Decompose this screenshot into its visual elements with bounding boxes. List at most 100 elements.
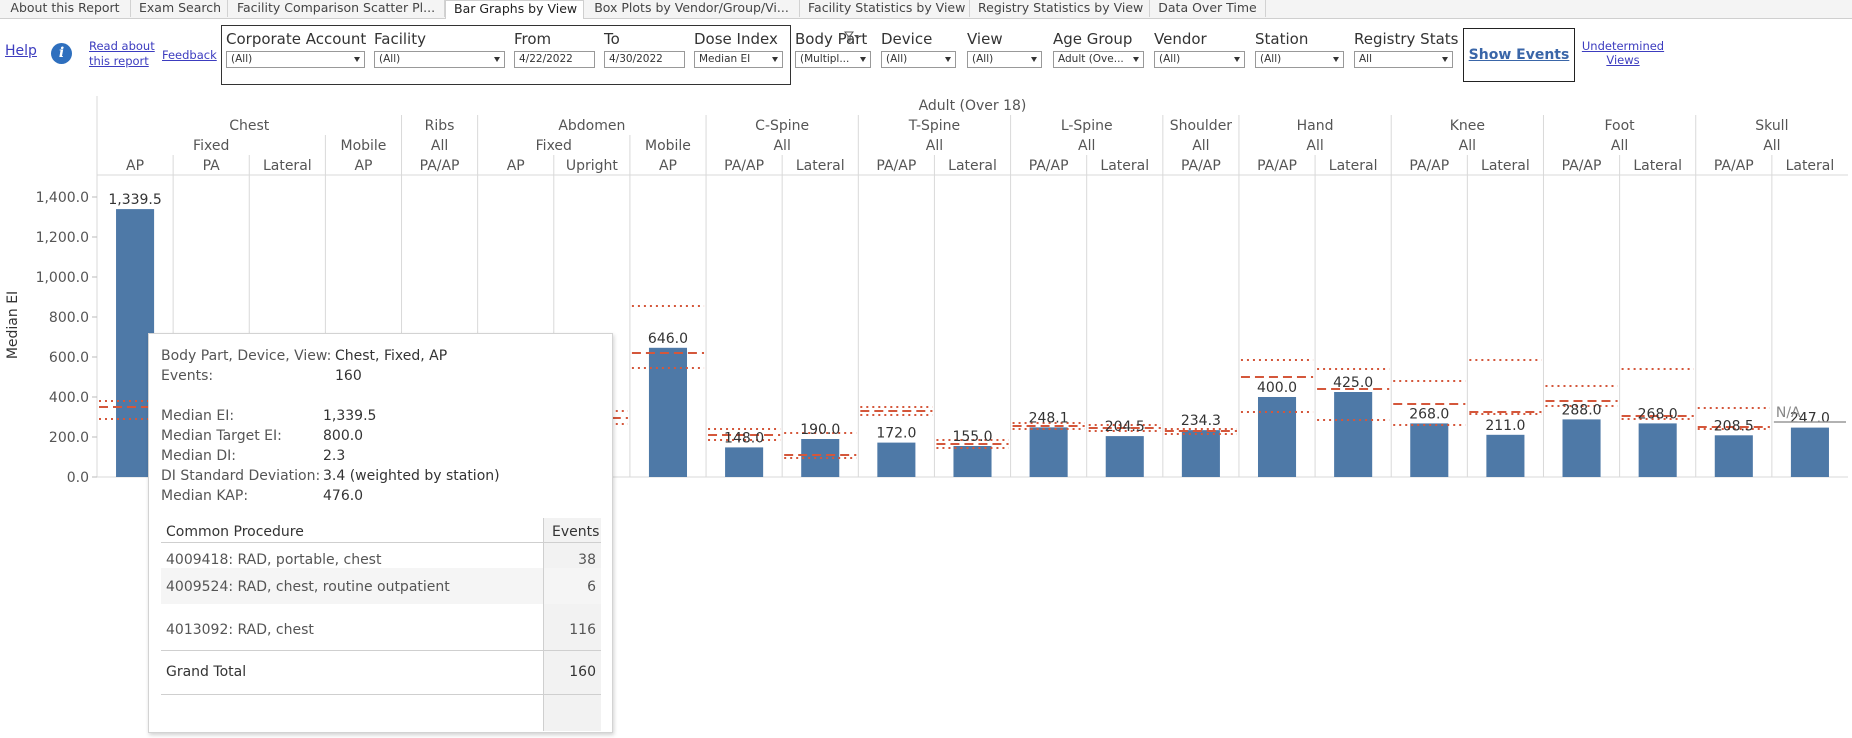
chevron-down-icon [945,57,951,62]
undetermined-views-link[interactable]: Undetermined Views [1581,39,1665,67]
view-header-label: Lateral [1329,158,1378,174]
facility-select[interactable]: (All) [374,51,505,68]
tab-facility-statistics[interactable]: Facility Statistics by View [800,0,970,17]
tooltip-value-median-ei: 1,339.5 [323,408,377,424]
view-header-label: AP [659,158,677,174]
chart-title: Adult (Over 18) [919,98,1027,114]
y-tick-label: 0.0 [67,470,89,486]
info-icon[interactable]: i [51,43,72,64]
view-header-label: Lateral [1100,158,1149,174]
view-header-label: PA/AP [876,158,916,174]
bar-value-label: 646.0 [648,331,688,347]
vendor-select[interactable]: (All) [1154,51,1245,68]
view-value: (All) [972,53,994,65]
tooltip-label-body-part: Body Part, Device, View: [161,348,332,364]
body-part-select[interactable]: (Multipl... [795,51,871,68]
to-date-value: 4/30/2022 [609,53,663,65]
bar-value-label: 211.0 [1485,418,1525,434]
y-axis-label: Median EI [5,291,21,359]
view-select[interactable]: (All) [967,51,1042,68]
view-header-label: PA/AP [1257,158,1297,174]
view-header-label: Lateral [1633,158,1682,174]
view-header-label: AP [507,158,525,174]
device-header-label: All [1611,138,1628,154]
bar-value-label: 268.0 [1638,406,1678,422]
body-part-header-label: C-Spine [755,118,809,134]
show-events-button[interactable]: Show Events [1463,28,1575,82]
bar [1029,427,1068,477]
from-label: From [514,30,552,48]
from-date-input[interactable]: 4/22/2022 [514,51,595,68]
device-header-label: All [1078,138,1095,154]
registry-stats-value: All [1359,53,1373,65]
undetermined-views-line1: Undetermined [1581,39,1665,53]
to-label: To [604,30,620,48]
body-part-header-label: Skull [1755,118,1788,134]
chevron-down-icon [772,57,778,62]
view-header-label: Lateral [796,158,845,174]
bar-value-label: 268.0 [1409,406,1449,422]
tab-facility-comparison[interactable]: Facility Comparison Scatter Pl... [228,0,445,17]
tooltip-value-median-di: 2.3 [323,448,346,464]
table-row-events: 38 [578,552,596,568]
table-row-procedure: 4009418: RAD, portable, chest [166,552,382,568]
device-select[interactable]: (All) [881,51,956,68]
help-link[interactable]: Help [5,43,37,59]
station-select[interactable]: (All) [1255,51,1344,68]
chevron-down-icon [860,57,866,62]
y-tick-label: 1,400.0 [36,190,89,206]
dose-index-value: Median EI [699,53,751,65]
table-row-procedure: 4013092: RAD, chest [166,622,314,638]
table-grand-total-events: 160 [569,664,596,680]
dose-index-label: Dose Index [694,30,778,48]
registry-stats-select[interactable]: All [1354,51,1453,68]
view-header-label: PA/AP [1562,158,1602,174]
corporate-account-select[interactable]: (All) [226,51,365,68]
tab-exam-search[interactable]: Exam Search [131,0,228,17]
tab-strip: About this Report Exam Search Facility C… [0,0,1852,19]
view-header-label: AP [126,158,144,174]
bar [1181,430,1220,477]
bar [116,209,155,477]
bar-value-label: 400.0 [1257,380,1297,396]
device-header-label: Mobile [340,138,386,154]
bar-value-label: 155.0 [952,429,992,445]
table-bottom-line [161,694,601,695]
tab-registry-statistics[interactable]: Registry Statistics by View [970,0,1150,17]
device-header-label: All [1459,138,1476,154]
device-header-label: Fixed [193,138,229,154]
tab-about-this-report[interactable]: About this Report [0,0,131,17]
dose-index-select[interactable]: Median EI [694,51,783,68]
bar-value-label: 172.0 [876,426,916,442]
view-header-label: PA/AP [1181,158,1221,174]
corporate-account-label: Corporate Account [226,30,367,48]
read-about-report-link-line2[interactable]: this report [89,54,149,68]
y-tick-label: 600.0 [49,350,89,366]
body-part-header-label: L-Spine [1061,118,1113,134]
feedback-link[interactable]: Feedback [162,48,217,62]
age-group-value: Adult (Ove... [1058,53,1124,65]
station-label: Station [1255,30,1309,48]
bar [1638,423,1677,477]
body-part-header-label: T-Spine [908,118,960,134]
y-tick-label: 200.0 [49,430,89,446]
to-date-input[interactable]: 4/30/2022 [604,51,685,68]
undetermined-views-line2: Views [1606,53,1640,67]
bar-value-label: 248.1 [1029,410,1069,426]
body-part-header-label: Foot [1605,118,1636,134]
device-header-label: All [1306,138,1323,154]
tab-data-over-time[interactable]: Data Over Time [1150,0,1266,17]
corporate-account-value: (All) [231,53,253,65]
tooltip-label-median-ei: Median EI: [161,408,235,424]
body-part-header-label: Knee [1450,118,1485,134]
tab-bar-graphs-by-view[interactable]: Bar Graphs by View [445,0,584,19]
read-about-report-link-line1[interactable]: Read about [89,39,155,53]
tooltip-panel: Body Part, Device, View: Chest, Fixed, A… [148,333,613,733]
tooltip-value-median-kap: 476.0 [323,488,364,504]
tab-box-plots[interactable]: Box Plots by Vendor/Group/Vi... [584,0,800,17]
y-tick-label: 1,200.0 [36,230,89,246]
body-part-header-label: Ribs [425,118,455,134]
row-2-shade [161,568,601,604]
age-group-select[interactable]: Adult (Ove... [1053,51,1144,68]
y-tick-label: 800.0 [49,310,89,326]
